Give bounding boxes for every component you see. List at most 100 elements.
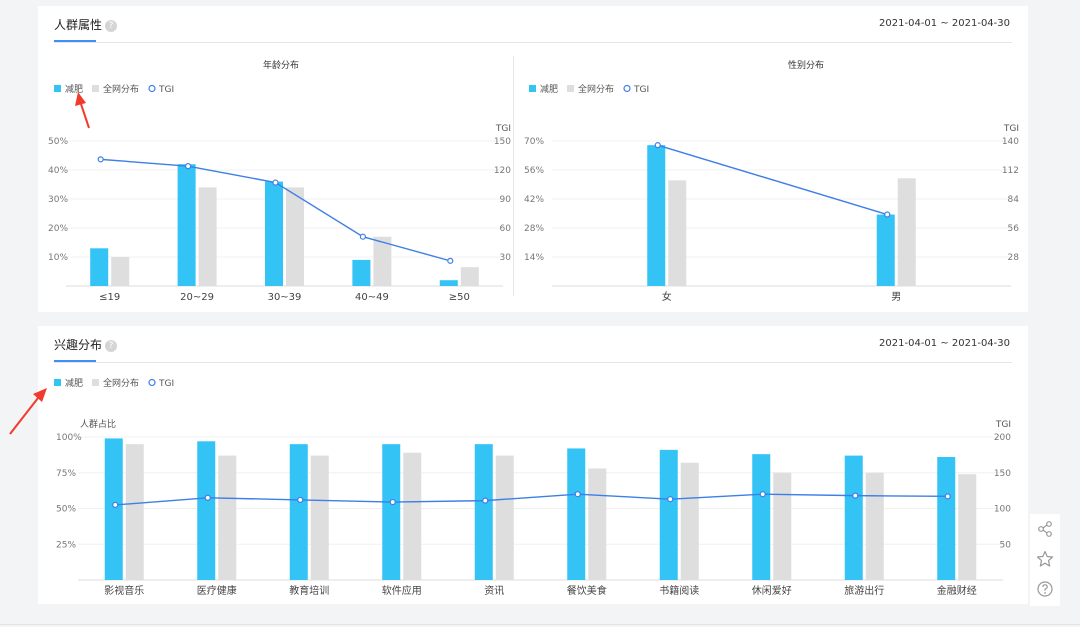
y2-tick-label: 100 <box>994 505 1011 515</box>
y-tick-label: 42% <box>524 195 544 205</box>
y-tick-label: 10% <box>48 253 68 263</box>
y2-tick-label: 120 <box>494 166 511 176</box>
legend-label: TGI <box>158 379 174 389</box>
bar-primary <box>752 454 771 580</box>
legend-label: 全网分布 <box>578 83 614 95</box>
x-tick-label: 书籍阅读 <box>659 584 699 597</box>
y2-tick-label: 150 <box>994 469 1011 479</box>
chart-title: 性别分布 <box>788 59 824 71</box>
x-tick-label: 40~49 <box>355 292 389 303</box>
x-tick-label: 餐饮美食 <box>567 584 607 597</box>
bar-secondary <box>680 462 699 580</box>
chart-divider <box>513 56 514 296</box>
y-tick-label: 30% <box>48 195 68 205</box>
legend-swatch <box>92 85 99 92</box>
tgi-point <box>112 501 119 509</box>
legend-swatch <box>148 378 156 387</box>
y2-tick-label: 200 <box>994 433 1011 443</box>
crowd-panel-title-label: 人群属性 <box>54 18 103 32</box>
tgi-point <box>185 163 192 170</box>
tgi-point <box>884 211 891 218</box>
x-tick-label: ≤19 <box>99 292 120 303</box>
bar-primary <box>197 441 216 580</box>
x-tick-label: 女 <box>662 290 672 303</box>
bar-primary <box>177 164 196 286</box>
tgi-point <box>944 493 951 500</box>
legend-swatch <box>148 84 156 93</box>
legend-swatch <box>92 379 99 386</box>
y2-tick-label: 60 <box>500 224 512 234</box>
page-bottom-divider <box>0 624 1080 625</box>
star-icon[interactable] <box>1036 550 1054 568</box>
bar-primary <box>567 448 586 580</box>
y2-tick-label: 150 <box>494 137 511 147</box>
crowd-panel-title[interactable]: 人群属性? <box>54 16 118 33</box>
y-tick-label: 50% <box>48 137 68 147</box>
tgi-point <box>359 233 366 240</box>
legend-label: 减肥 <box>540 83 558 95</box>
legend-swatch <box>54 379 61 386</box>
active-tab-underline <box>54 40 96 42</box>
y-tick-label: 28% <box>524 224 544 234</box>
bar-secondary <box>958 474 977 580</box>
interest-distribution-chart: 减肥 全网分布 TGI 人群占比 TGI 25% 50 50% 100 75% 150 100% 200… <box>54 377 1011 597</box>
tgi-point <box>759 491 766 498</box>
y2-tick-label: 140 <box>1002 137 1019 147</box>
tgi-point <box>667 496 674 503</box>
y-tick-label: 40% <box>48 166 68 176</box>
crowd-date-range: 2021-04-01 ~ 2021-04-30 <box>879 18 1010 29</box>
x-tick-label: 金融财经 <box>937 584 977 597</box>
bar-secondary <box>460 267 479 286</box>
y2-axis-title: TGI <box>495 124 511 134</box>
y-tick-label: 56% <box>524 166 544 176</box>
legend-label: TGI <box>158 85 174 95</box>
tgi-point <box>272 179 279 186</box>
legend-swatch <box>623 84 631 93</box>
y2-tick-label: 30 <box>500 253 512 263</box>
bar-primary <box>104 438 123 580</box>
y-tick-label: 25% <box>56 540 76 550</box>
interest-date-range: 2021-04-01 ~ 2021-04-30 <box>879 338 1010 349</box>
bar-secondary <box>668 180 687 286</box>
share-icon[interactable] <box>1036 520 1054 538</box>
tgi-line <box>657 144 888 216</box>
y-tick-label: 75% <box>56 469 76 479</box>
panel-divider <box>54 362 1012 363</box>
y2-tick-label: 90 <box>500 195 512 205</box>
bar-secondary <box>198 187 217 286</box>
tgi-point <box>204 494 211 501</box>
bar-primary <box>265 181 283 286</box>
bar-primary <box>289 444 308 580</box>
bar-secondary <box>125 444 144 580</box>
help-icon[interactable] <box>1036 580 1054 598</box>
bar-secondary <box>218 455 237 580</box>
tgi-point <box>852 492 859 499</box>
question-circle-icon[interactable]: ? <box>105 20 118 32</box>
y2-tick-label: 112 <box>1002 166 1019 176</box>
question-circle-icon[interactable]: ? <box>105 340 118 352</box>
legend-label: 全网分布 <box>103 83 139 95</box>
bar-secondary <box>865 472 884 580</box>
bar-secondary <box>403 452 422 580</box>
active-tab-underline <box>54 360 96 362</box>
x-tick-label: 教育培训 <box>289 584 329 597</box>
bar-primary <box>474 444 493 580</box>
tgi-point <box>447 257 454 264</box>
tgi-point <box>574 491 581 498</box>
bar-secondary <box>310 455 329 580</box>
chart-title: 年龄分布 <box>263 59 299 71</box>
side-toolbar <box>1030 514 1060 606</box>
x-tick-label: 影视音乐 <box>104 584 144 597</box>
bar-primary <box>382 444 401 580</box>
interest-panel-title[interactable]: 兴趣分布? <box>54 336 118 353</box>
legend-swatch <box>54 85 61 92</box>
y2-axis-title: TGI <box>1003 124 1019 134</box>
crowd-attributes-panel: 人群属性? 2021-04-01 ~ 2021-04-30 年龄分布减肥 全网分布… <box>38 6 1028 312</box>
y2-tick-label: 28 <box>1008 253 1020 263</box>
interest-panel-title-label: 兴趣分布 <box>54 338 103 352</box>
x-tick-label: ≥50 <box>449 292 470 303</box>
y-tick-label: 70% <box>524 137 544 147</box>
bar-secondary <box>897 178 916 286</box>
bar-secondary <box>111 257 130 286</box>
